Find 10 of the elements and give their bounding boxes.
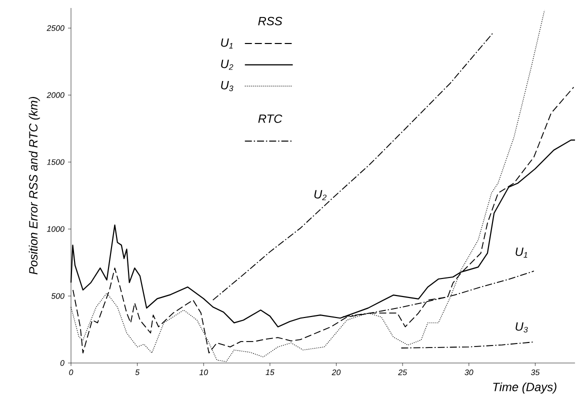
series-label: U$_{2}$ [314,190,326,200]
legend-label: U$_{1}$ [221,38,233,49]
x-axis-title: Time (Days) [493,382,556,394]
legend-title: RSS [258,16,282,26]
series-label: U$_{1}$ [516,248,528,258]
annotation: RTC [258,114,282,123]
y-axis-title: Position Error RSS and RTC (km) [28,96,40,274]
legend-label: U$_{3}$ [221,81,234,92]
legend-label: U$_{2}$ [221,60,234,70]
series-label: U$_{3}$ [516,322,528,332]
